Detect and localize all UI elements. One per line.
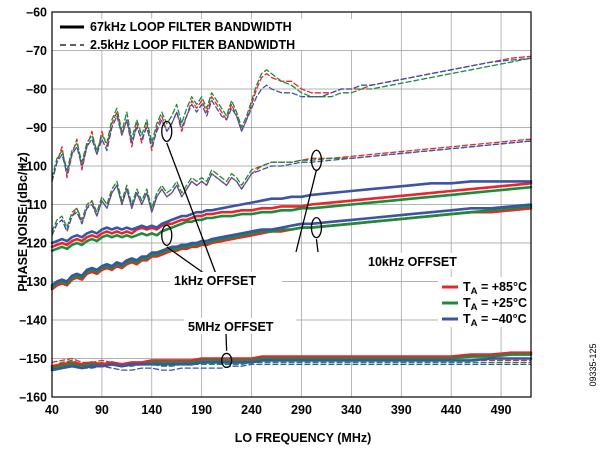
y-tick-label-9: –150 [19,352,47,366]
style-legend-box [57,19,394,50]
side-note: 09335-125 [588,343,598,386]
x-tick-label-3: 190 [191,403,212,417]
series-line-10 [50,205,533,289]
x-tick-label-0: 40 [45,403,59,417]
y-tick-label-10: –160 [19,391,47,405]
y-tick-label-6: –120 [19,237,47,251]
y-tick-label-7: –130 [19,275,47,289]
x-tick-label-4: 240 [241,403,262,417]
y-tick-label-3: –90 [26,121,47,135]
x-tick-label-7: 390 [391,403,412,417]
x-tick-label-1: 90 [95,403,109,417]
annot-1khz-bg [170,272,282,288]
ellipse-1khz-dashed [161,120,173,143]
grid [51,11,531,398]
series-line-17 [51,363,532,371]
x-tick-label-9: 490 [491,403,512,417]
pointer-1khz-b [166,246,206,275]
ellipse-5mhz [220,352,233,369]
annotation-marks [161,120,323,369]
style-legend: 67kHz LOOP FILTER BANDWIDTH 2.5kHz LOOP … [57,19,394,52]
annot-5mhz-bg [184,318,296,334]
annotations: 1kHz OFFSET 10kHz OFFSET 5MHz OFFSET [170,253,482,334]
y-tick-label-0: –60 [26,6,47,20]
pointer-1khz-a [166,142,217,275]
pointer-10khz-a [295,169,318,253]
series-line-12 [50,351,533,368]
legend-temp-label-0: TA = +85°C [463,280,527,297]
annot-10khz-offset: 10kHz OFFSET [368,255,457,269]
plot-frame-rect [51,11,532,398]
series-line-11 [50,203,533,287]
series-line-5 [51,140,532,236]
x-tick-label-6: 340 [341,403,362,417]
y-axis-title: PHASE NOISE (dBc/Hz) [16,152,30,292]
x-tick-label-8: 440 [441,403,462,417]
series-line-6 [50,182,533,249]
plot-frame [51,11,532,398]
pointer-10khz-b [315,239,319,253]
y-tick-label-1: –70 [26,44,47,58]
pointer-5mhz [225,333,228,351]
ellipse-1khz-solid [161,224,173,246]
legend-dashed-label: 2.5kHz LOOP FILTER BANDWIDTH [90,38,295,52]
series-line-14 [50,357,533,372]
series-line-8 [50,180,533,245]
series-layer [50,55,533,372]
tick-labels: 40 90 140 190 240 290 340 390 440 490 –60 –70 –80 –90… [19,6,511,418]
x-tick-label-2: 140 [141,403,162,417]
series-line-2 [51,57,532,183]
series-line-4 [51,140,532,233]
y-tick-label-2: –80 [26,83,47,97]
temperature-legend: TA = +85°CTA = +25°CTA = –40°C [438,277,530,329]
series-line-7 [50,185,533,252]
annot-1khz-offset: 1kHz OFFSET [174,274,256,288]
series-line-3 [51,138,532,236]
legend-temp-label-2: TA = –40°C [463,312,527,329]
legend-solid-label: 67kHz LOOP FILTER BANDWIDTH [90,20,292,34]
x-axis-title: LO FREQUENCY (MHz) [235,431,372,445]
ellipse-10khz-solid [310,216,323,239]
legend-temp-label-1: TA = +25°C [463,296,527,313]
series-line-1 [51,57,532,179]
y-tick-label-4: –100 [19,160,47,174]
annot-5mhz-offset: 5MHz OFFSET [188,320,274,334]
y-tick-label-8: –140 [19,314,47,328]
x-tick-label-5: 290 [291,403,312,417]
y-tick-label-5: –110 [20,198,47,212]
annot-10khz-bg [364,253,482,269]
